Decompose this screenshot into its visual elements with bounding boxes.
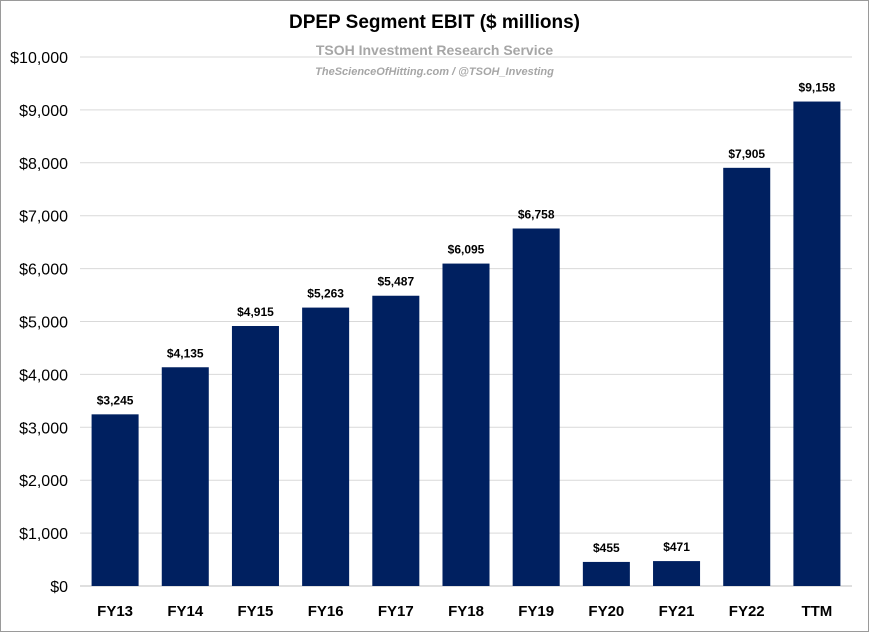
bar [372,295,420,586]
data-label: $5,263 [307,287,344,301]
bar [723,167,771,586]
data-label: $3,245 [97,393,134,407]
bar [793,101,841,586]
y-tick-label: $9,000 [19,103,68,120]
data-label: $6,095 [448,243,485,257]
bar [582,561,630,586]
x-tick-label: FY20 [588,603,624,620]
chart-subtitle-2: TheScienceOfHitting.com / @TSOH_Investin… [315,66,554,78]
y-tick-label: $10,000 [10,50,68,67]
y-tick-label: $2,000 [19,473,68,490]
bar [91,414,139,586]
x-tick-label: FY15 [238,603,274,620]
bar [161,367,209,586]
data-label: $471 [663,540,690,554]
x-tick-label: FY16 [308,603,344,620]
chart-title: DPEP Segment EBIT ($ millions) [288,12,581,33]
y-tick-label: $4,000 [19,367,68,384]
x-tick-label: TTM [801,603,832,620]
x-tick-label: FY13 [97,603,133,620]
bar [442,263,490,586]
bar [512,228,560,586]
x-tick-label: FY18 [448,603,484,620]
x-tick-label: FY19 [518,603,554,620]
x-tick-label: FY22 [729,603,765,620]
chart-subtitle: TSOH Investment Research Service [315,42,554,58]
data-label: $455 [593,541,620,555]
data-label: $9,158 [799,81,836,95]
bar [653,561,701,586]
data-label: $5,487 [377,275,414,289]
data-label: $4,915 [237,305,274,319]
y-tick-label: $6,000 [19,262,68,279]
y-tick-label: $8,000 [19,156,68,173]
data-label: $7,905 [728,147,765,161]
data-label: $6,758 [518,208,555,222]
y-tick-label: $1,000 [19,526,68,543]
y-tick-label: $7,000 [19,209,68,226]
y-tick-label: $5,000 [19,315,68,332]
bar [231,325,279,586]
x-tick-label: FY17 [378,603,414,620]
x-tick-label: FY21 [659,603,695,620]
bar [302,307,350,586]
y-tick-label: $0 [50,579,68,596]
data-label: $4,135 [167,346,204,360]
y-tick-label: $3,000 [19,420,68,437]
x-tick-label: FY14 [167,603,204,620]
